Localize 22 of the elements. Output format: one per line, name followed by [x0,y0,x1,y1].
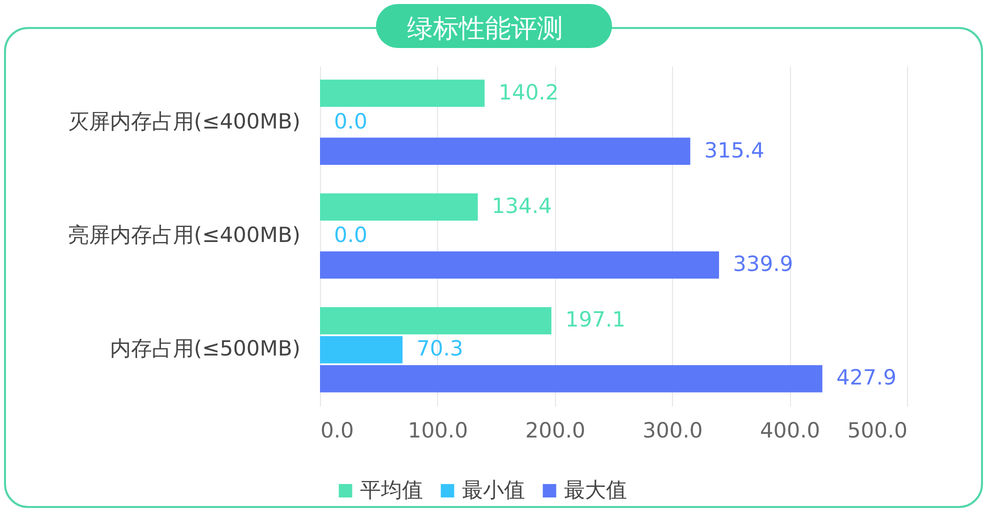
data-label: 0.0 [334,109,368,134]
x-tick-label: 300.0 [642,418,703,442]
x-tick-label: 500.0 [847,418,908,442]
x-tick-label: 0.0 [320,418,354,442]
data-label: 0.0 [334,223,368,247]
legend-label: 最大值 [564,478,627,502]
x-tick-label: 100.0 [408,418,468,442]
data-label: 315.4 [704,138,764,162]
y-tick-label: 灭屏内存占用(≤400MB) [68,109,300,134]
data-label: 427.9 [836,366,896,390]
data-label: 134.4 [492,194,552,218]
legend-label: 平均值 [360,478,423,502]
chart-title: 绿标性能评测 [407,14,564,44]
y-tick-label: 内存占用(≤500MB) [110,336,300,361]
data-label: 70.3 [416,336,464,361]
x-tick-label: 200.0 [525,418,586,442]
data-label: 197.1 [565,308,626,332]
legend-label: 最小值 [462,478,525,502]
x-tick-label: 400.0 [760,418,820,442]
data-label: 140.2 [498,80,559,104]
y-tick-label: 亮屏内存占用(≤400MB) [68,223,300,247]
data-label: 339.9 [733,252,794,276]
